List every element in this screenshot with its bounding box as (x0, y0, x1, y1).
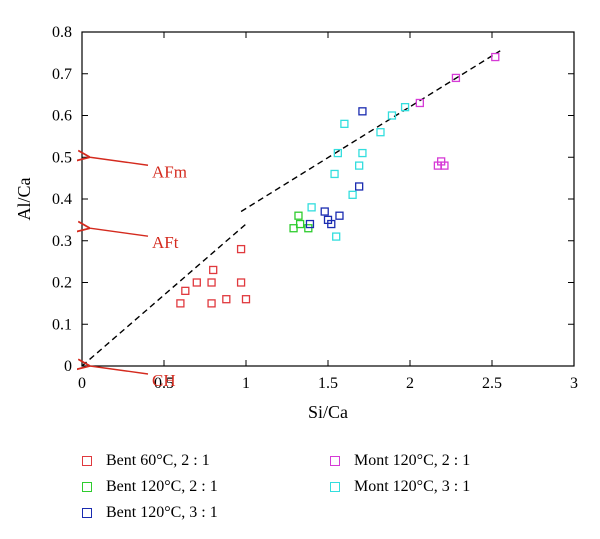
axis-ticks (81, 31, 575, 367)
data-point-series-4 (400, 103, 410, 112)
data-point-series-1 (295, 219, 305, 229)
annotation-arrow (90, 157, 149, 166)
annotation-arrow (90, 366, 149, 375)
y-tick-label: 0.6 (52, 108, 72, 125)
data-point-series-4 (330, 169, 339, 179)
x-tick-label: 0.5 (154, 375, 174, 392)
plot-frame (81, 31, 575, 367)
legend-label: Bent 120°C, 2 : 1 (106, 478, 218, 495)
y-axis-title: Al/Ca (14, 177, 34, 220)
data-point-series-2 (335, 211, 344, 220)
trend-line (240, 50, 501, 213)
x-tick-label: 2.5 (482, 375, 502, 392)
data-point-series-0 (241, 295, 251, 304)
y-tick-label: 0.4 (52, 191, 72, 208)
x-tick-labels: 0 0.5 1 1.5 2 2.5 3 (78, 375, 578, 392)
legend-swatch (82, 508, 92, 518)
legend-label: Bent 60°C, 2 : 1 (106, 452, 210, 469)
y-tick-label: 0 (64, 358, 72, 375)
annotations: AFm AFt CH (90, 157, 187, 390)
legend-label: Bent 120°C, 3 : 1 (106, 504, 218, 521)
data-point-series-2 (327, 219, 336, 229)
annotation-label: AFt (152, 233, 179, 252)
data-point-series-0 (207, 299, 216, 308)
trend-line (81, 223, 247, 367)
data-point-series-4 (340, 119, 349, 128)
x-tick-label: 3 (570, 375, 578, 392)
annotation-arrow (90, 228, 149, 237)
legend-item: Bent 120°C, 3 : 1 (82, 504, 218, 522)
x-tick-label: 0 (78, 375, 86, 392)
y-tick-label: 0.3 (52, 233, 72, 250)
data-point-series-3 (440, 161, 449, 170)
scatter-chart: 0 0.5 1 1.5 2 2.5 3 00.10.20.30.40.50.60.70.8 … (14, 24, 578, 422)
data-point-series-1 (294, 211, 303, 220)
x-axis-title: Si/Ca (308, 402, 348, 422)
data-point-series-3 (415, 98, 424, 108)
data-point-series-0 (209, 265, 218, 275)
data-point-series-1 (289, 224, 298, 233)
data-point-series-2 (305, 219, 315, 229)
legend-swatch (82, 482, 92, 492)
legend-item: Bent 120°C, 2 : 1 (82, 478, 218, 496)
annotation-label: AFm (152, 162, 187, 181)
legend-label: Mont 120°C, 2 : 1 (354, 452, 471, 469)
legend-swatch (82, 456, 92, 466)
legend-swatch (330, 482, 340, 492)
annotation-label: CH (152, 371, 176, 390)
data-point-series-4 (358, 148, 367, 158)
data-point-series-3 (451, 73, 461, 83)
data-point-series-4 (376, 128, 385, 137)
trend-lines (81, 50, 501, 367)
data-point-series-4 (332, 232, 341, 241)
data-point-series-4 (307, 203, 316, 212)
y-tick-label: 0.8 (52, 24, 72, 41)
data-point-series-2 (320, 207, 329, 216)
data-point-series-1 (304, 224, 313, 233)
y-tick-label: 0.5 (52, 149, 72, 166)
legend-swatch (330, 456, 340, 466)
data-point-series-4 (348, 190, 357, 199)
data-point-series-0 (236, 244, 246, 254)
data-point-series-4 (355, 161, 364, 170)
x-tick-label: 2 (406, 375, 414, 392)
data-point-series-0 (192, 278, 201, 287)
data-point-series-0 (181, 286, 190, 296)
y-tick-label: 0.2 (52, 275, 72, 292)
data-point-series-0 (222, 295, 231, 304)
data-point-series-4 (387, 111, 397, 120)
legend-label: Mont 120°C, 3 : 1 (354, 478, 471, 495)
y-tick-label: 0.7 (52, 66, 72, 83)
data-point-series-0 (236, 278, 246, 287)
legend-item: Mont 120°C, 3 : 1 (330, 478, 470, 496)
data-point-series-2 (355, 182, 364, 191)
data-point-series-2 (358, 107, 367, 116)
legend-item: Mont 120°C, 2 : 1 (330, 452, 470, 470)
y-tick-labels: 0 0.1 0.2 0.3 0.4 0.5 0.6 0.7 0.8 (52, 24, 72, 375)
data-point-series-0 (207, 278, 216, 287)
legend: Bent 60°C, 2 : 1 Bent 120°C, 2 : 1 Bent 12… (0, 440, 600, 535)
x-tick-label: 1 (242, 375, 250, 392)
data-points (176, 52, 500, 308)
data-point-series-3 (491, 52, 500, 62)
y-tick-label: 0.1 (52, 316, 72, 333)
x-tick-label: 1.5 (318, 375, 338, 392)
legend-item: Bent 60°C, 2 : 1 (82, 452, 210, 470)
data-point-series-0 (176, 299, 185, 308)
data-point-series-4 (333, 148, 342, 158)
